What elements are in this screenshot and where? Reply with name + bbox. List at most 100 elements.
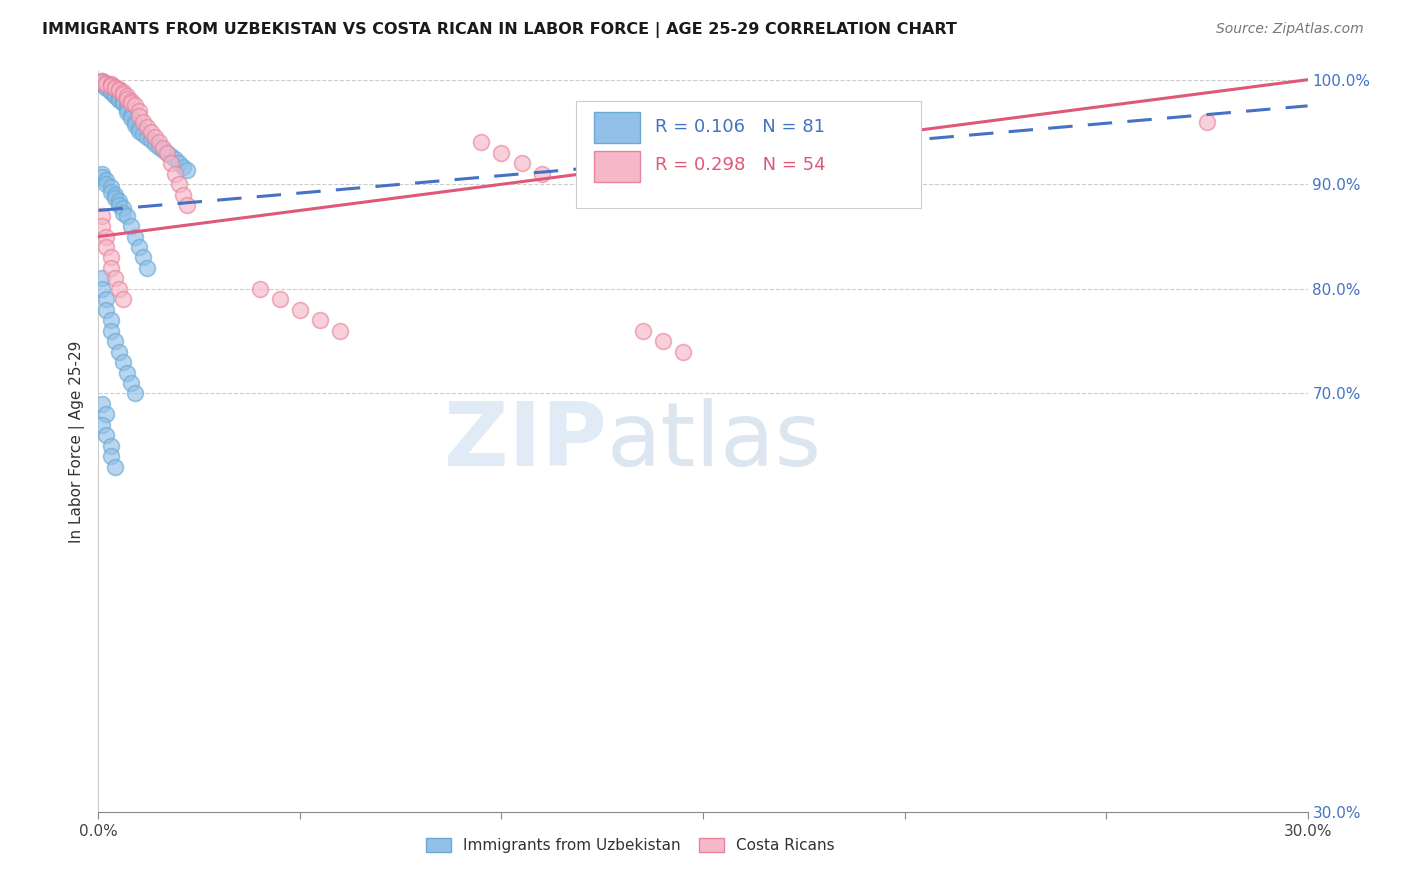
Text: ZIP: ZIP <box>443 398 606 485</box>
Point <box>96 173 118 187</box>
Point <box>115 91 138 105</box>
Point <box>111 293 134 307</box>
Point <box>107 83 129 97</box>
Point <box>111 95 134 110</box>
Point <box>120 219 142 234</box>
Point <box>152 141 174 155</box>
Point <box>91 209 114 223</box>
Point <box>107 82 129 96</box>
Point <box>249 282 271 296</box>
Point <box>111 202 134 216</box>
Point <box>128 109 150 123</box>
Point <box>128 124 150 138</box>
Point <box>100 84 122 98</box>
Point <box>103 334 125 348</box>
Point <box>120 112 142 126</box>
FancyBboxPatch shape <box>595 152 640 183</box>
Point <box>631 324 654 338</box>
Point <box>143 130 166 145</box>
Point <box>148 136 170 150</box>
Point <box>91 74 114 88</box>
Point <box>103 459 125 474</box>
Point <box>100 251 122 265</box>
Point <box>107 90 129 104</box>
Point <box>135 120 157 134</box>
Point <box>115 99 138 113</box>
Point <box>172 160 194 174</box>
Point <box>96 178 118 192</box>
Point <box>96 240 118 254</box>
Text: R = 0.106   N = 81: R = 0.106 N = 81 <box>655 118 825 136</box>
Point <box>100 85 122 99</box>
Point <box>103 271 125 285</box>
Point <box>115 209 138 223</box>
Point <box>269 293 291 307</box>
Point <box>96 78 118 92</box>
Point <box>163 152 186 166</box>
Point <box>103 80 125 95</box>
Point <box>100 260 122 275</box>
Point <box>111 94 134 108</box>
Point <box>100 449 122 463</box>
Point <box>167 156 190 170</box>
Point <box>139 133 162 147</box>
Point <box>96 78 118 93</box>
Point <box>100 78 122 93</box>
Point <box>124 114 146 128</box>
Point <box>510 156 533 170</box>
Point <box>163 167 186 181</box>
Point <box>132 127 155 141</box>
Point <box>96 428 118 442</box>
Point <box>124 386 146 401</box>
Point <box>91 75 114 89</box>
Point <box>103 87 125 101</box>
Point <box>120 95 142 110</box>
Point <box>91 417 114 432</box>
Point <box>103 89 125 103</box>
Point <box>115 102 138 116</box>
Point <box>100 180 122 194</box>
Point <box>172 187 194 202</box>
Point <box>111 85 134 99</box>
Point <box>100 439 122 453</box>
Point <box>651 334 673 348</box>
Point <box>135 260 157 275</box>
Text: atlas: atlas <box>606 398 821 485</box>
Point <box>107 344 129 359</box>
Point <box>91 271 114 285</box>
Point <box>176 162 198 177</box>
Point <box>96 302 118 317</box>
Point <box>96 76 118 90</box>
Point <box>128 120 150 135</box>
Point <box>115 89 138 103</box>
Point <box>148 139 170 153</box>
Point <box>100 185 122 199</box>
Point <box>103 88 125 103</box>
Point <box>111 355 134 369</box>
Point <box>100 83 122 97</box>
Point <box>115 366 138 380</box>
Point <box>100 82 122 96</box>
Point <box>128 240 150 254</box>
Point <box>329 324 352 338</box>
Point <box>120 94 142 108</box>
Point <box>96 293 118 307</box>
Point <box>156 145 179 160</box>
Point <box>143 136 166 151</box>
Point <box>135 130 157 145</box>
Point <box>1195 114 1218 128</box>
Point <box>128 104 150 119</box>
Point <box>672 344 695 359</box>
Point <box>96 229 118 244</box>
Point <box>96 80 118 95</box>
Point <box>96 77 118 91</box>
Point <box>103 187 125 202</box>
Point <box>107 194 129 208</box>
Point <box>96 408 118 422</box>
Point <box>91 76 114 90</box>
Point <box>167 178 190 192</box>
Point <box>91 74 114 88</box>
Point <box>132 251 155 265</box>
Point <box>91 397 114 411</box>
FancyBboxPatch shape <box>595 112 640 144</box>
